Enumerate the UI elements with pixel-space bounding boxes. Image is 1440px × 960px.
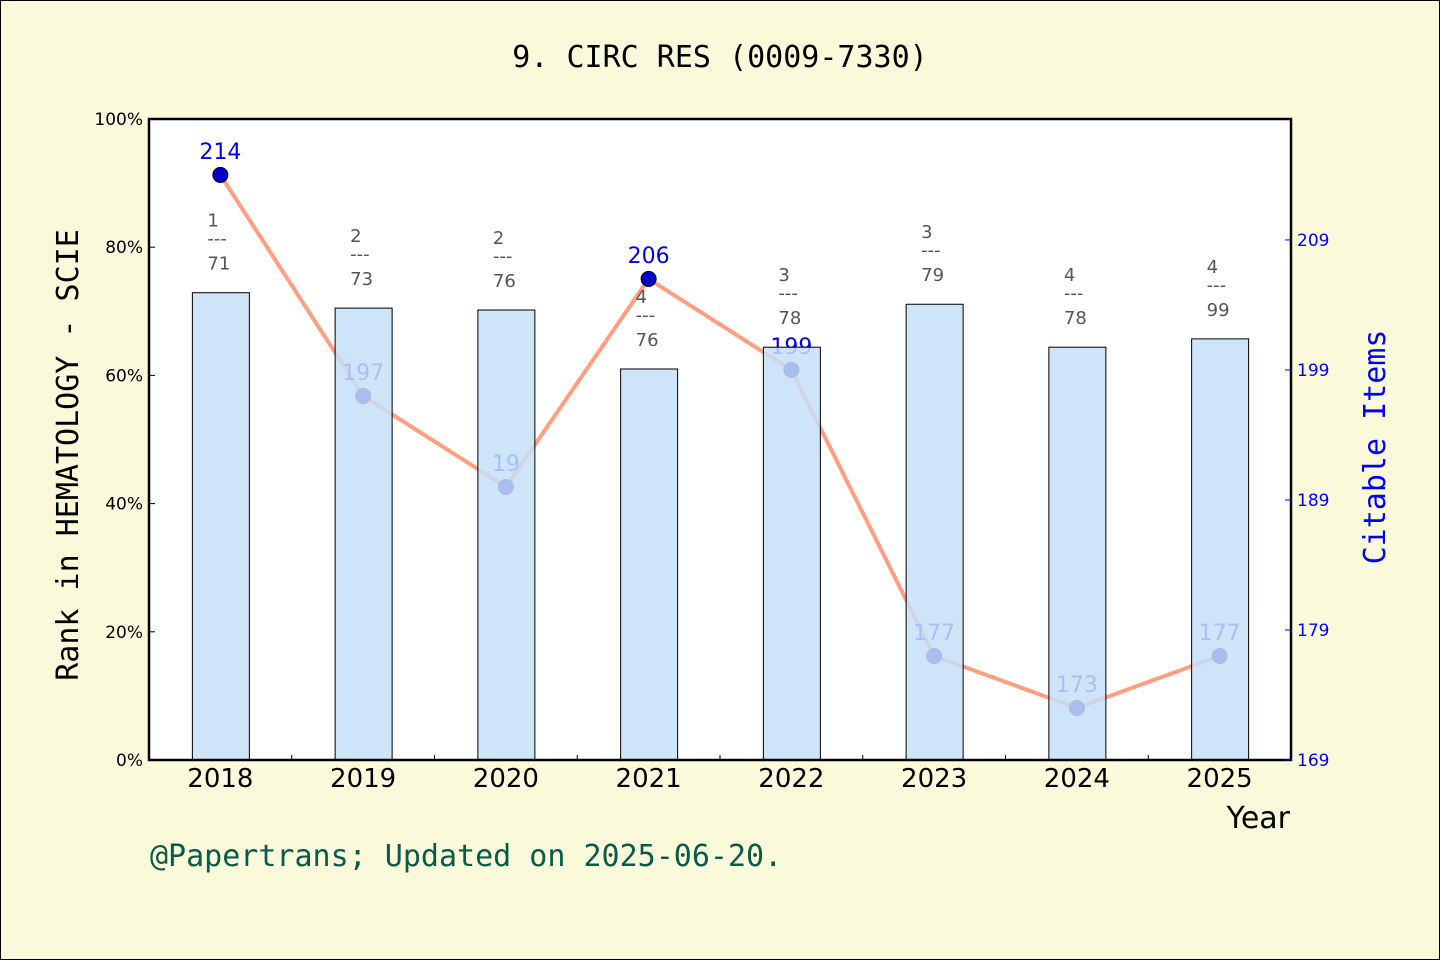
x-tick-label: 2024 xyxy=(1044,764,1110,794)
rank-bar xyxy=(1048,346,1107,761)
citable-items-data-label: 206 xyxy=(628,244,670,269)
x-tick-label: 2019 xyxy=(330,764,396,794)
rank-total: 99 xyxy=(1207,300,1230,321)
rank-label: 4 xyxy=(1064,265,1075,286)
x-tick-label: 2023 xyxy=(901,764,967,794)
citable-items-data-label: 214 xyxy=(199,140,241,165)
rank-separator: --- xyxy=(636,305,656,326)
x-tick-label: 2021 xyxy=(616,764,682,794)
right-tick-label: 169 xyxy=(1297,751,1329,771)
citable-items-point xyxy=(212,166,229,183)
x-tick-label: 2025 xyxy=(1187,764,1253,794)
rank-label: 2 xyxy=(350,226,361,247)
rank-bar xyxy=(762,346,821,761)
rank-total: 73 xyxy=(350,269,373,290)
x-axis-label: Year xyxy=(1225,801,1290,836)
rank-total: 71 xyxy=(207,254,230,275)
rank-label: 2 xyxy=(493,228,504,249)
rank-label: 1 xyxy=(207,211,218,232)
rank-separator: --- xyxy=(778,283,798,304)
rank-label: 4 xyxy=(1207,257,1218,278)
right-axis-label: Citable Items xyxy=(1358,330,1393,565)
rank-separator: --- xyxy=(207,229,227,250)
rank-total: 78 xyxy=(1064,308,1087,329)
left-tick-label: 0% xyxy=(116,751,143,771)
rank-label: 3 xyxy=(921,222,932,243)
citable-items-point xyxy=(640,270,657,287)
plot-area xyxy=(149,119,1291,760)
footer-credit: @Papertrans; Updated on 2025-06-20. xyxy=(150,839,782,874)
left-tick-label: 80% xyxy=(105,238,143,258)
rank-total: 76 xyxy=(636,330,659,351)
rank-total: 78 xyxy=(778,308,801,329)
rank-bar xyxy=(905,303,964,761)
left-tick-label: 60% xyxy=(105,366,143,386)
rank-bar xyxy=(191,292,250,761)
rank-bar xyxy=(477,309,536,761)
rank-bar xyxy=(620,368,679,761)
left-tick-label: 100% xyxy=(94,110,143,130)
rank-bar xyxy=(334,307,393,761)
x-tick-label: 2020 xyxy=(473,764,539,794)
rank-total: 76 xyxy=(493,271,516,292)
x-tick-label: 2022 xyxy=(758,764,824,794)
right-tick-label: 179 xyxy=(1297,621,1329,641)
left-tick-label: 20% xyxy=(105,623,143,643)
right-tick-label: 209 xyxy=(1297,231,1329,251)
rank-label: 3 xyxy=(778,265,789,286)
rank-separator: --- xyxy=(921,240,941,261)
right-tick-label: 199 xyxy=(1297,361,1329,381)
rank-bar xyxy=(1191,338,1250,761)
rank-separator: --- xyxy=(1207,275,1227,296)
rank-separator: --- xyxy=(493,246,513,267)
rank-label: 4 xyxy=(636,287,647,308)
x-tick-label: 2018 xyxy=(187,764,253,794)
chart-title: 9. CIRC RES (0009-7330) xyxy=(512,40,927,75)
left-axis-label: Rank in HEMATOLOGY - SCIE xyxy=(51,229,86,681)
right-tick-label: 189 xyxy=(1297,491,1329,511)
rank-total: 79 xyxy=(921,265,944,286)
rank-separator: --- xyxy=(1064,283,1084,304)
rank-separator: --- xyxy=(350,244,370,265)
left-tick-label: 40% xyxy=(105,495,143,515)
